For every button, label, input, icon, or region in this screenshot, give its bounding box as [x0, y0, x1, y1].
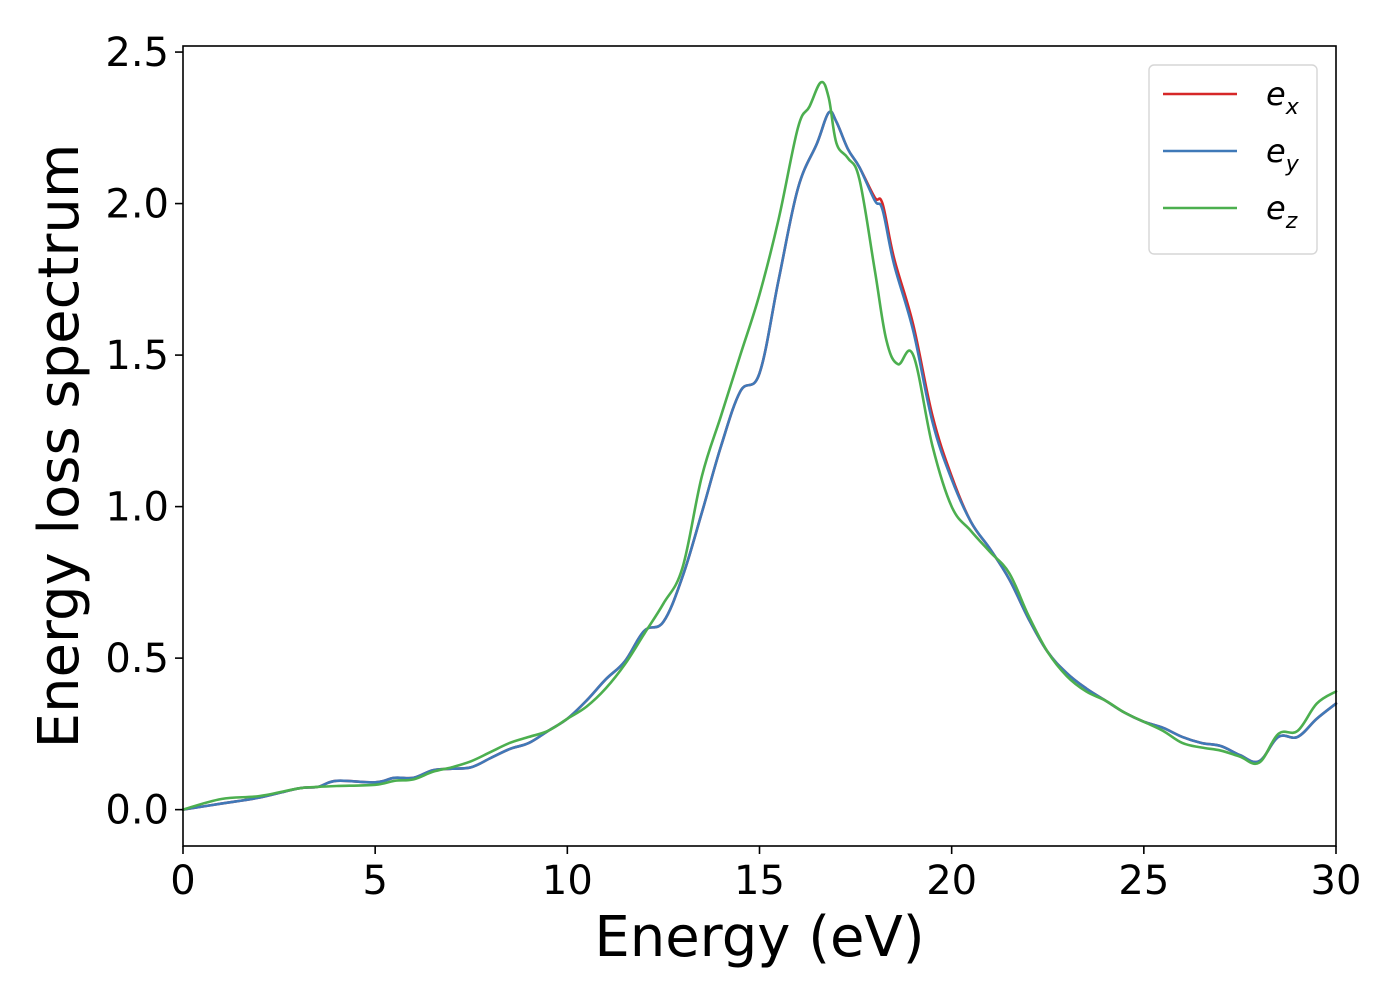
- series-layer: [181, 80, 1338, 811]
- y-axis-label: Energy loss spectrum: [27, 144, 92, 749]
- x-tick-label: 5: [362, 858, 387, 904]
- y-tick-label: 0.5: [105, 636, 169, 682]
- x-axis-ticks: 0 5 10 15 20 25 30: [170, 846, 1361, 904]
- x-tick-label: 0: [170, 858, 195, 904]
- y-axis-ticks: 0.0 0.5 1.0 1.5 2.0 2.5: [105, 30, 183, 834]
- x-tick-label: 25: [1118, 858, 1169, 904]
- x-tick-label: 30: [1311, 858, 1362, 904]
- y-tick-label: 1.0: [105, 485, 169, 531]
- series-line-e-z: [181, 80, 1338, 811]
- x-tick-label: 20: [926, 858, 977, 904]
- y-tick-label: 0.0: [105, 788, 169, 834]
- x-tick-label: 15: [734, 858, 785, 904]
- y-tick-label: 1.5: [105, 333, 169, 379]
- x-axis-label: Energy (eV): [594, 905, 924, 970]
- y-tick-label: 2.0: [105, 182, 169, 228]
- x-tick-label: 10: [542, 858, 593, 904]
- y-tick-label: 2.5: [105, 30, 169, 76]
